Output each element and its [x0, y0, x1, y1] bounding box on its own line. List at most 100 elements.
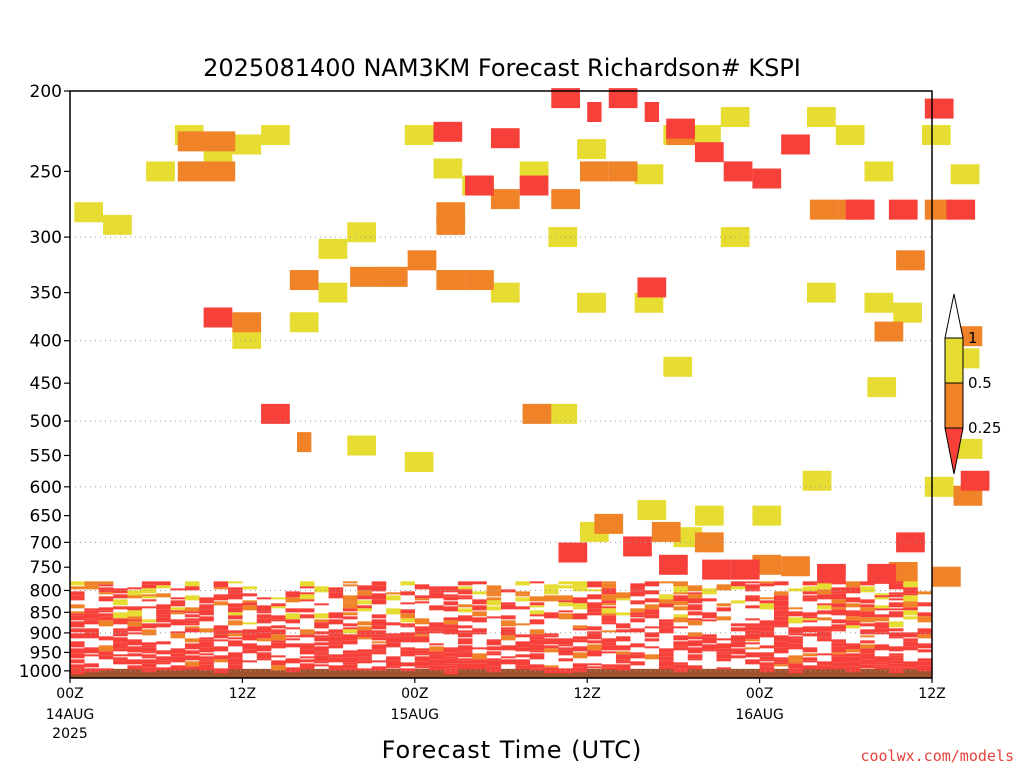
low-level-cell — [759, 581, 775, 584]
low-level-cell — [299, 599, 315, 602]
low-level-cell — [759, 659, 775, 662]
low-level-cell — [687, 618, 703, 621]
low-level-cell — [716, 607, 732, 612]
ri-cell-orange — [177, 131, 207, 152]
low-level-cell — [745, 647, 760, 650]
low-level-cell — [687, 632, 703, 637]
ri-cell-yellow — [347, 222, 377, 243]
low-level-cell — [759, 583, 775, 587]
low-level-cell — [472, 647, 487, 650]
y-tick-label: 650 — [30, 507, 62, 527]
low-level-cell — [70, 668, 85, 675]
low-level-cell — [472, 605, 487, 611]
low-level-cell — [400, 581, 415, 586]
ri-cell-yellow — [347, 435, 377, 456]
low-level-cell — [127, 646, 143, 653]
low-level-cell — [299, 634, 315, 638]
low-level-cell — [874, 628, 890, 633]
low-level-cell — [400, 662, 415, 667]
low-level-cell — [917, 661, 933, 666]
low-level-cell — [113, 654, 128, 657]
low-level-cell — [687, 640, 703, 647]
low-level-cell — [386, 592, 401, 595]
low-level-cell — [831, 642, 846, 647]
low-level-cell — [184, 655, 200, 661]
low-level-cell — [615, 629, 631, 633]
low-level-cell — [472, 632, 487, 635]
low-level-cell — [256, 638, 272, 642]
low-level-cell — [457, 632, 473, 638]
low-level-cell — [544, 595, 559, 602]
low-level-cell — [400, 602, 415, 605]
low-level-cell — [860, 604, 875, 608]
y-tick-label: 450 — [30, 374, 62, 394]
ri-cell-yellow — [577, 292, 606, 313]
low-level-cell — [472, 599, 487, 605]
low-level-cell — [386, 608, 401, 615]
low-level-cell — [299, 594, 315, 600]
low-level-cell — [888, 592, 904, 595]
low-level-cell — [70, 586, 85, 590]
low-level-cell — [242, 643, 257, 650]
low-level-cell — [414, 618, 430, 625]
low-level-cell — [184, 638, 200, 643]
low-level-cell — [845, 610, 861, 617]
low-level-cell — [817, 605, 832, 610]
low-level-cell — [888, 608, 904, 611]
low-level-cell — [429, 646, 444, 652]
low-level-cell — [802, 597, 818, 602]
low-level-cell — [773, 657, 789, 660]
low-level-cell — [342, 629, 358, 634]
low-level-cell — [831, 666, 846, 670]
low-level-cell — [802, 591, 818, 595]
low-level-cell — [501, 602, 516, 605]
low-level-cell — [644, 626, 660, 629]
low-level-cell — [141, 584, 157, 589]
ri-cell-orange — [580, 161, 609, 182]
low-level-cell — [184, 607, 200, 612]
ri-cell-yellow — [548, 227, 578, 248]
low-level-cell — [285, 643, 301, 648]
low-level-cell — [472, 628, 487, 633]
low-level-cell — [314, 661, 329, 664]
low-level-cell — [84, 618, 99, 621]
low-level-cell — [184, 620, 200, 624]
low-level-cell — [84, 620, 99, 625]
low-level-cell — [716, 638, 732, 641]
low-level-cell — [314, 603, 329, 606]
low-level-cell — [845, 597, 861, 603]
low-level-cell — [213, 594, 229, 601]
ri-cell-orange — [232, 312, 262, 333]
low-level-cell — [845, 587, 861, 594]
low-level-cell — [601, 651, 617, 654]
low-level-cell — [271, 603, 286, 607]
low-level-cell — [156, 667, 171, 671]
ri-cell-orange — [752, 554, 782, 575]
low-level-cell — [615, 661, 631, 664]
low-level-cell — [184, 626, 200, 629]
low-level-cell — [314, 631, 329, 635]
low-level-cell — [127, 632, 143, 635]
low-level-cell — [70, 664, 85, 669]
low-level-cell — [457, 650, 473, 653]
low-level-cell — [917, 628, 933, 635]
low-level-cell — [659, 660, 674, 667]
low-level-cell — [773, 664, 789, 667]
low-level-cell — [400, 625, 415, 628]
low-level-cell — [357, 626, 372, 631]
low-level-cell — [170, 631, 186, 634]
low-level-cell — [716, 667, 732, 670]
low-level-cell — [141, 596, 157, 599]
low-level-cell — [673, 635, 688, 641]
low-level-cell — [127, 619, 143, 622]
low-level-cell — [127, 606, 143, 611]
low-level-cell — [501, 627, 516, 630]
low-level-cell — [773, 610, 789, 617]
low-level-cell — [156, 662, 171, 665]
low-level-cell — [529, 650, 545, 653]
low-level-cell — [759, 597, 775, 600]
colorbar-legend: 1 0.5 0.25 — [944, 293, 1001, 475]
low-level-cell — [759, 652, 775, 657]
low-level-cell — [529, 596, 545, 602]
ri-cell-orange — [206, 131, 236, 152]
